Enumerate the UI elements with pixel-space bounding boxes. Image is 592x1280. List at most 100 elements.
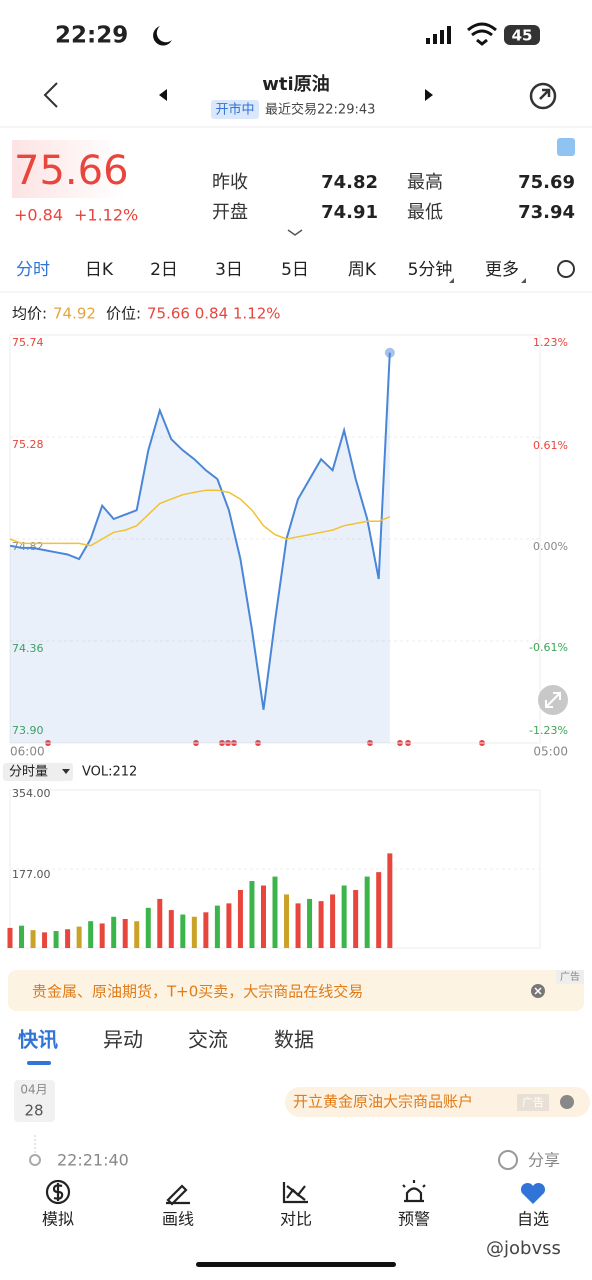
nav-label[interactable]: 预警 — [398, 1210, 430, 1229]
fullscreen-icon — [545, 692, 561, 708]
news-month: 04月 — [20, 1083, 47, 1097]
y2-tick-label: 0.61% — [533, 439, 568, 452]
news-tab[interactable]: 数据 — [274, 1028, 314, 1052]
volume-bar — [157, 898, 163, 948]
avg-price: 74.92 — [53, 305, 96, 323]
news-day: 28 — [24, 1102, 43, 1120]
period-tab[interactable]: 周K — [348, 260, 377, 280]
nav-label[interactable]: 自选 — [517, 1210, 549, 1229]
volume-bar — [260, 885, 266, 948]
volume-bar — [237, 889, 243, 948]
volume-bar — [307, 898, 313, 948]
y2-tick-label: -1.23% — [529, 724, 568, 737]
period-tab[interactable]: 分时 — [16, 260, 50, 280]
battery-level: 45 — [512, 27, 533, 45]
price-change: +0.84 — [14, 206, 63, 225]
stat-value: 73.94 — [518, 202, 575, 223]
news-ad-text[interactable]: 开立黄金原油大宗商品账户 — [293, 1093, 473, 1111]
period-tab[interactable]: 2日 — [150, 260, 178, 280]
ad-close-x — [534, 987, 542, 995]
volume-bar — [341, 885, 347, 948]
ad-banner[interactable] — [8, 970, 584, 1011]
period-tab[interactable]: 5日 — [281, 260, 309, 280]
info-icon[interactable] — [557, 138, 575, 156]
price-line — [9, 352, 391, 710]
nav-icons — [45, 1179, 426, 1206]
vol-label: VOL:212 — [82, 765, 137, 780]
news-ad-tag: 广告 — [522, 1096, 544, 1109]
price-change-pct: +1.12% — [74, 206, 138, 225]
timeline-dot — [29, 1154, 41, 1166]
volume-bar — [284, 894, 290, 948]
tab-underline — [27, 1061, 51, 1065]
y-tick-label: 73.90 — [12, 724, 44, 737]
market-status: 开市中 — [215, 102, 254, 118]
volume-bar — [226, 903, 232, 948]
nav-label[interactable]: 对比 — [280, 1210, 312, 1229]
volume-bar — [145, 907, 151, 948]
period-tab[interactable]: 3日 — [215, 260, 243, 280]
price-info: 75.66 0.84 1.12% — [147, 305, 281, 323]
last-price: 75.66 — [14, 148, 129, 194]
signal-icon — [426, 26, 451, 44]
y-tick-label: 75.74 — [12, 336, 44, 349]
volume-bar — [30, 930, 36, 948]
battery — [504, 25, 540, 45]
news-tab[interactable]: 交流 — [188, 1028, 228, 1052]
news-time: 22:21:40 — [57, 1151, 129, 1170]
volume-bar — [122, 918, 128, 948]
volume-bar — [65, 929, 71, 948]
volume-bar — [364, 876, 370, 948]
news-ad[interactable] — [285, 1087, 590, 1117]
volume-bar — [134, 921, 140, 948]
volume-bar — [249, 881, 255, 948]
nav-label[interactable]: 模拟 — [42, 1210, 74, 1229]
news-ad-close[interactable] — [560, 1095, 574, 1109]
avg-label: 均价: — [12, 305, 47, 323]
watermark: @jobvss — [486, 1238, 561, 1259]
period-tab[interactable]: 更多 — [485, 260, 519, 280]
refresh-button[interactable] — [529, 82, 557, 110]
date-box — [14, 1080, 55, 1122]
volume-selector[interactable]: 分时量 — [9, 765, 48, 780]
volume-bar — [88, 921, 94, 948]
volume-selector-box[interactable] — [3, 763, 73, 781]
header-title: wti原油 — [262, 73, 329, 95]
prev-button[interactable] — [159, 89, 167, 101]
settings-button[interactable] — [557, 260, 575, 278]
volume-bar — [318, 901, 324, 948]
expand-arrow[interactable] — [287, 229, 303, 236]
favorite-icon[interactable] — [520, 1182, 546, 1204]
period-tab[interactable]: 5分钟 — [408, 260, 453, 280]
stat-label: 开盘 — [212, 202, 248, 223]
volume-bar — [191, 916, 197, 948]
back-button[interactable] — [43, 82, 58, 108]
status-time: 22:29 — [55, 23, 128, 49]
volume-bar — [42, 932, 48, 948]
average-line — [9, 489, 391, 547]
status-badge — [211, 100, 259, 119]
price-area — [10, 352, 390, 743]
volume-bar — [168, 910, 174, 948]
stat-value: 74.82 — [321, 172, 378, 193]
period-tab[interactable]: 日K — [85, 260, 114, 280]
share-icon[interactable] — [498, 1150, 518, 1170]
price-label: 价位: — [106, 305, 141, 323]
volume-bar — [353, 889, 359, 948]
volume-bar — [111, 916, 117, 948]
volume-bar — [99, 923, 105, 948]
last-point — [384, 347, 395, 358]
news-tab[interactable]: 异动 — [103, 1028, 143, 1052]
volume-bar — [387, 853, 393, 948]
next-button[interactable] — [425, 89, 433, 101]
news-tab[interactable]: 快讯 — [18, 1028, 58, 1052]
volume-bar — [272, 876, 278, 948]
ad-text[interactable]: 贵金属、原油期货，T+0买卖，大宗商品在线交易 — [32, 983, 363, 1001]
y-tick-label: 74.36 — [12, 642, 44, 655]
nav-label[interactable]: 画线 — [162, 1210, 194, 1229]
y2-tick-label: 0.00% — [533, 540, 568, 553]
price-highlight — [12, 140, 124, 198]
volume-bar — [7, 927, 13, 948]
share-label[interactable]: 分享 — [528, 1151, 560, 1170]
